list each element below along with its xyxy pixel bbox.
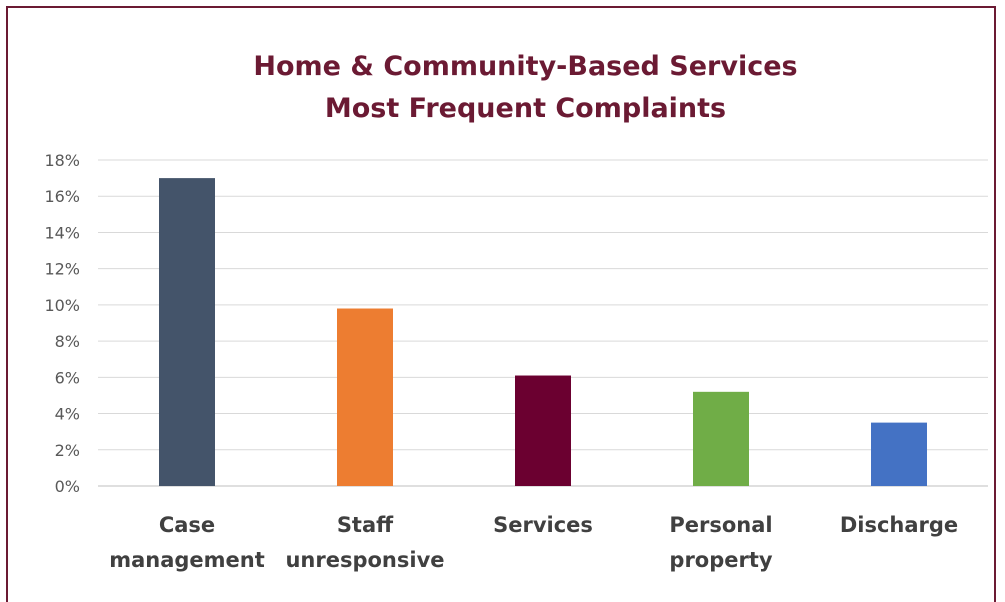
y-tick-label: 4% [55,405,80,424]
y-tick-label: 2% [55,441,80,460]
x-tick-label: Case [159,513,215,537]
y-tick-label: 6% [55,368,80,387]
y-tick-label: 8% [55,332,80,351]
bar [871,422,927,486]
x-tick-label: management [109,548,265,572]
bar [337,308,393,486]
x-tick-label: unresponsive [285,548,444,572]
x-tick-label: Personal [669,513,772,537]
y-tick-label: 14% [44,223,80,242]
x-tick-label: Services [493,513,593,537]
bar [693,391,749,486]
y-tick-label: 18% [44,151,80,170]
x-tick-label: Staff [337,513,394,537]
bar [159,178,215,486]
x-tick-label: property [669,548,772,572]
chart-title: Home & Community-Based Services Most Fre… [8,46,1005,130]
y-tick-label: 0% [55,477,80,496]
bar [515,375,571,486]
chart-title-line-2: Most Frequent Complaints [324,93,727,124]
x-tick-label: Discharge [840,513,958,537]
y-tick-label: 12% [44,260,80,279]
chart-title-line-1: Home & Community-Based Services [253,51,798,82]
y-tick-label: 16% [44,187,80,206]
y-tick-label: 10% [44,296,80,315]
